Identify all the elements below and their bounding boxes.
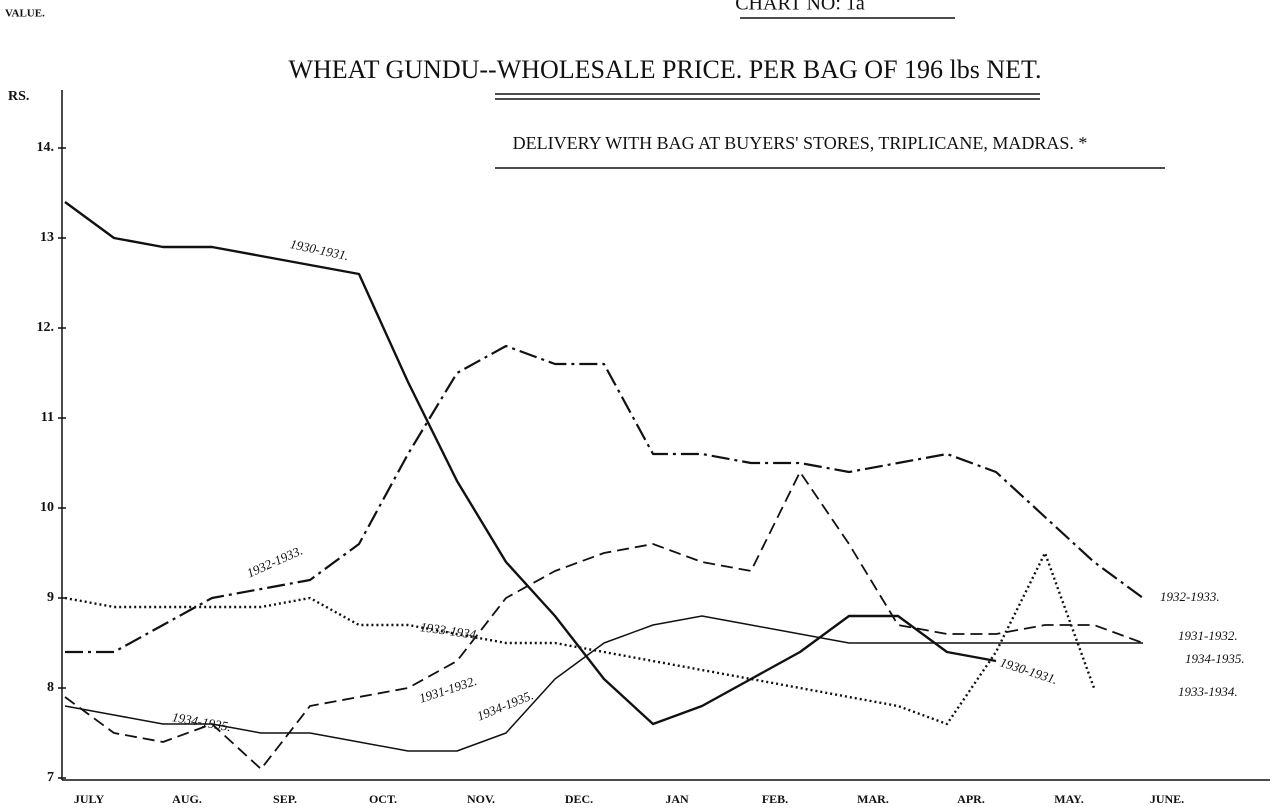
series-label: 1932-1933. <box>1160 589 1220 604</box>
series-label: 1930-1931. <box>289 236 350 263</box>
y-tick-label: 13 <box>40 230 54 245</box>
series-label: 1934-1935. <box>1185 651 1245 666</box>
x-tick-label: OCT. <box>369 792 397 806</box>
x-tick-label: MAY. <box>1054 792 1083 806</box>
x-tick-label: JAN <box>665 792 689 806</box>
series-line <box>64 201 997 726</box>
series-line <box>64 615 1143 752</box>
x-tick-label: JULY <box>74 792 105 806</box>
x-tick-label: AUG. <box>172 792 202 806</box>
y-tick-label: 7 <box>47 770 54 785</box>
x-tick-label: NOV. <box>467 792 495 806</box>
series-line <box>64 471 1144 770</box>
series-label: 1930-1931. <box>998 654 1059 687</box>
x-tick-label: JUNE. <box>1150 792 1184 806</box>
series-label: 1933-1934. <box>419 619 480 642</box>
chart-title: WHEAT GUNDU--WHOLESALE PRICE. PER BAG OF… <box>288 55 1041 84</box>
x-tick-label: DEC. <box>565 792 593 806</box>
x-tick-label: SEP. <box>273 792 297 806</box>
y-tick-label: 10 <box>40 500 54 515</box>
x-tick-label: MAR. <box>857 792 889 806</box>
x-tick-label: APR. <box>957 792 985 806</box>
x-tick-label: FEB. <box>762 792 788 806</box>
series-label: 1931-1932. <box>1178 628 1238 643</box>
series-line <box>64 551 1096 726</box>
y-tick-label: 11 <box>41 410 54 425</box>
series-label: 1931-1932. <box>417 673 478 706</box>
series-label: 1933-1934. <box>1178 684 1238 699</box>
series-label: 1934-1935. <box>171 709 232 734</box>
y-tick-label: 14. <box>37 140 55 155</box>
y-axis-label: VALUE. <box>5 8 45 20</box>
chart-number: CHART NO: 1a <box>735 0 865 15</box>
series-label: 1934-1935. <box>475 687 536 723</box>
y-axis-unit: RS. <box>8 89 29 104</box>
y-tick-label: 12. <box>37 320 55 335</box>
series-line <box>65 344 1144 654</box>
y-tick-label: 9 <box>47 590 54 605</box>
chart-subtitle: DELIVERY WITH BAG AT BUYERS' STORES, TRI… <box>513 133 1088 153</box>
y-tick-label: 8 <box>47 680 54 695</box>
series-label: 1932-1933. <box>244 543 305 581</box>
